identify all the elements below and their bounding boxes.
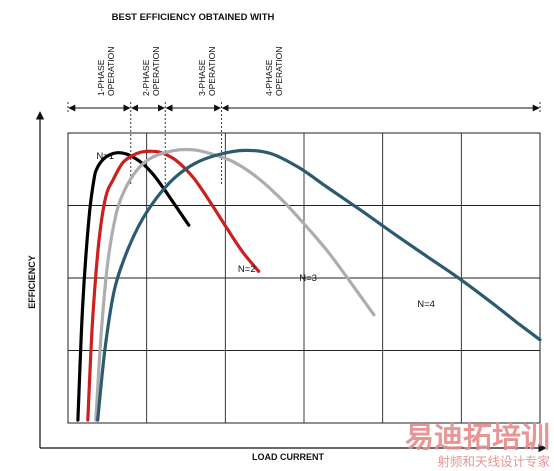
curve-labels: N=1 N=2 N=3 N=4 <box>96 151 435 310</box>
efficiency-curve-n3 <box>94 147 376 422</box>
curve-label-n1: N=1 <box>96 151 114 162</box>
phase-label: 3-PHASEOPERATION <box>197 47 217 96</box>
curve-label-n2: N=2 <box>238 264 256 275</box>
phase-label-line2: OPERATION <box>274 47 284 96</box>
phase-label-line2: OPERATION <box>151 47 161 96</box>
phase-label-line1: 2-PHASE <box>141 59 151 96</box>
y-axis-label: EFFICIENCY <box>27 255 37 309</box>
curve-label-n4: N=4 <box>417 299 435 310</box>
curve-label-n3: N=3 <box>299 273 317 284</box>
phase-label: 4-PHASEOPERATION <box>264 47 284 96</box>
phase-label: 2-PHASEOPERATION <box>141 47 161 96</box>
watermark-main: 易迪拓培训 <box>405 420 550 454</box>
phase-regions: 1-PHASEOPERATION 2-PHASEOPERATION 3-PHASEO… <box>67 47 541 186</box>
phase-label-line1: 4-PHASE <box>264 59 274 96</box>
efficiency-curve-n4 <box>96 148 542 422</box>
efficiency-curve-n2 <box>86 149 261 422</box>
x-axis-label: LOAD CURRENT <box>252 452 324 462</box>
watermark: 易迪拓培训 射频和天线设计专家 <box>405 420 551 469</box>
efficiency-curve-n1 <box>76 151 191 422</box>
phase-label-line1: 3-PHASE <box>197 59 207 96</box>
phase-label-line2: OPERATION <box>207 47 217 96</box>
chart-title: BEST EFFICIENCY OBTAINED WITH <box>112 12 275 23</box>
watermark-sub: 射频和天线设计专家 <box>437 454 550 469</box>
phase-label-line2: OPERATION <box>106 47 116 96</box>
axes <box>35 111 547 453</box>
phase-label: 1-PHASEOPERATION <box>96 47 116 96</box>
phase-label-line1: 1-PHASE <box>96 59 106 96</box>
grid <box>67 132 541 424</box>
efficiency-curves <box>76 147 542 422</box>
